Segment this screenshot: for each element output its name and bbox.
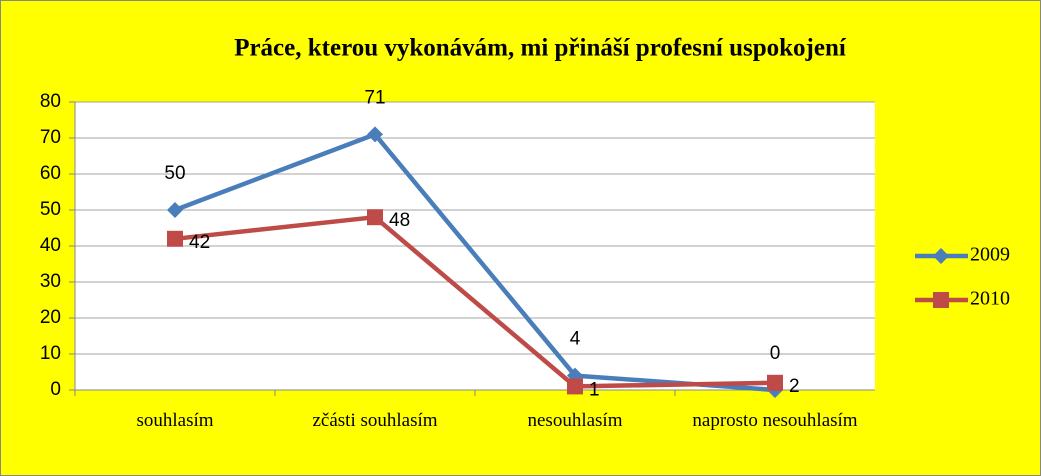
y-tick-label: 10 <box>40 343 61 364</box>
marker <box>933 248 949 264</box>
y-tick-label: 30 <box>40 271 61 292</box>
y-tick-label: 60 <box>40 163 61 184</box>
x-tick-label: souhlasím <box>136 410 214 431</box>
data-label: 2 <box>789 376 800 397</box>
y-tick-label: 80 <box>40 91 61 112</box>
y-tick-label: 70 <box>40 127 61 148</box>
legend-label: 2009 <box>970 244 1010 266</box>
data-label: 48 <box>389 210 410 231</box>
legend-label: 2010 <box>970 288 1010 310</box>
x-tick-label: naprosto nesouhlasím <box>692 410 858 431</box>
data-label: 50 <box>164 163 185 184</box>
marker <box>367 126 383 143</box>
marker <box>933 292 949 308</box>
chart-title: Práce, kterou vykonávám, mi přináší prof… <box>234 35 847 62</box>
y-tick-label: 40 <box>40 235 61 256</box>
data-label: 1 <box>589 379 600 400</box>
data-label: 4 <box>570 329 581 350</box>
series-line <box>174 214 776 389</box>
marker <box>567 378 583 395</box>
data-label: 42 <box>189 232 210 253</box>
marker <box>167 230 183 247</box>
x-tick-label: nesouhlasím <box>527 410 623 431</box>
x-tick-label: zčásti souhlasím <box>312 410 438 431</box>
y-tick-label: 50 <box>40 199 61 220</box>
marker <box>167 202 183 218</box>
data-label: 0 <box>770 343 781 364</box>
marker <box>767 374 783 391</box>
data-label: 71 <box>364 87 385 108</box>
y-tick-label: 0 <box>50 379 61 400</box>
marker <box>367 209 383 226</box>
y-tick-label: 20 <box>40 307 61 328</box>
